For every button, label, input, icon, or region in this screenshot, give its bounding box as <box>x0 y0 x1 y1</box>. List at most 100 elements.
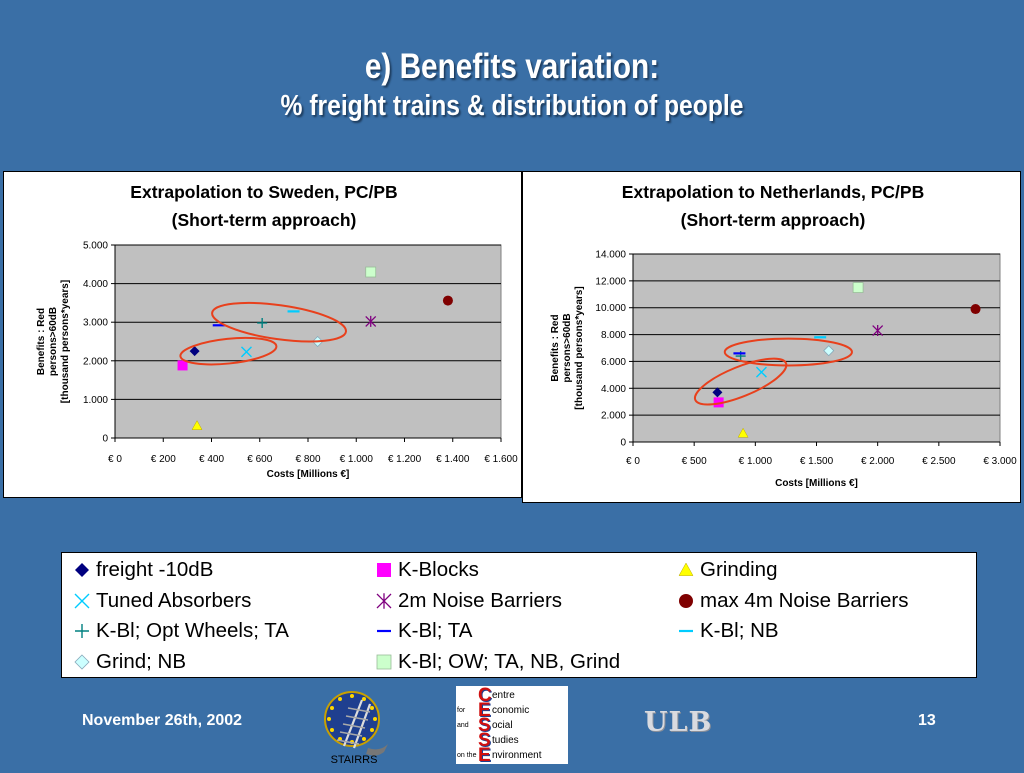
legend-item-grinding: Grinding <box>674 555 778 585</box>
x-tick-label: € 1.000 <box>739 456 773 467</box>
cesse-word: entre <box>492 690 515 701</box>
x-tick-label: € 1.000 <box>340 454 374 465</box>
y-tick-label: 4.000 <box>83 279 108 290</box>
data-point-2m-noise-barriers <box>365 315 377 327</box>
x-axis-label: Costs [Millions €] <box>775 478 858 489</box>
x-tick-label: € 1.400 <box>436 454 470 465</box>
slide-title-block: e) Benefits variation: % freight trains … <box>0 46 1024 124</box>
data-point-grinding <box>191 420 203 430</box>
cesse-word: conomic <box>492 705 530 716</box>
y-axis-label-line: [thousand persons*years] <box>60 280 71 403</box>
cesse-initial: C <box>478 685 492 706</box>
data-point-k-bl-ow-ta-nb-grind <box>365 266 377 278</box>
legend-label: K-Bl; NB <box>700 619 779 642</box>
legend-marker-asterisk-icon <box>376 592 392 609</box>
cesse-initial: S <box>478 730 491 751</box>
legend-label: K-Bl; OW; TA, NB, Grind <box>398 649 621 673</box>
x-tick-label: € 800 <box>295 454 320 465</box>
data-point-k-bl-ow-ta-nb-grind <box>852 282 864 293</box>
legend-item-k-bl-ow-ta-nb-grind: K-Bl; OW; TA, NB, Grind <box>372 647 620 677</box>
data-point-max-4m-noise-barriers <box>442 295 453 306</box>
legend-marker-diamond-icon <box>75 563 89 577</box>
x-tick-label: € 3.000 <box>983 456 1017 467</box>
x-tick-label: € 500 <box>682 456 707 467</box>
sweden-chart-svg: Extrapolation to Sweden, PC/PB (Short-ter… <box>36 182 518 480</box>
legend-item-max-4m-noise-barriers: max 4m Noise Barriers <box>674 586 908 616</box>
legend-item-tuned-absorbers: Tuned Absorbers <box>70 586 251 616</box>
legend-marker <box>679 593 693 608</box>
x-tick-label: € 0 <box>626 456 640 467</box>
data-point-max-4m-noise-barriers <box>970 304 981 315</box>
x-tick-label: € 200 <box>151 454 176 465</box>
y-tick-label: 1.000 <box>83 395 108 406</box>
netherlands-chart-svg: Extrapolation to Netherlands, PC/PB (Shor… <box>550 182 1017 489</box>
y-tick-label: 6.000 <box>601 357 626 368</box>
x-tick-label: € 0 <box>108 454 122 465</box>
footer-date: November 26th, 2002 <box>82 712 243 729</box>
legend-marker-diamond-icon <box>74 653 90 670</box>
slide-subtitle: % freight trains & distribution of peopl… <box>280 90 744 122</box>
data-point-tuned-absorbers <box>240 346 252 358</box>
legend-item-grind-nb: Grind; NB <box>70 647 186 677</box>
legend-marker-square-icon <box>376 654 392 669</box>
legend-item-freight-10db: freight -10dB <box>70 555 213 585</box>
legend-marker-square-icon <box>377 563 391 577</box>
y-tick-label: 3.000 <box>83 318 108 329</box>
y-axis-label-line: [thousand persons*years] <box>574 286 585 409</box>
y-tick-label: 5.000 <box>83 241 108 252</box>
legend-label: Grinding <box>700 558 778 581</box>
x-tick-label: € 2.000 <box>861 456 895 467</box>
legend-label: Tuned Absorbers <box>96 588 252 612</box>
data-point-k-blocks <box>713 397 724 408</box>
data-point-grinding <box>737 427 749 438</box>
legend-label: 2m Noise Barriers <box>398 588 563 612</box>
legend-item-k-bl-nb: K-Bl; NB <box>674 616 779 646</box>
data-point-freight-10db <box>712 387 723 398</box>
cesse-word: tudies <box>492 735 519 746</box>
legend-marker-circle-icon <box>679 593 693 608</box>
x-tick-label: € 1.600 <box>484 454 518 465</box>
y-tick-label: 0 <box>620 438 626 449</box>
chart-legend: freight -10dB K-Blocks Grinding Tuned Absor… <box>61 552 977 678</box>
stairrs-logo: STAIRRS <box>318 686 398 768</box>
chart-panel-sweden: Extrapolation to Sweden, PC/PB (Short-ter… <box>3 171 522 498</box>
plot-area <box>632 253 1001 443</box>
data-point-grind-nb <box>823 345 835 357</box>
legend-item-k-blocks: K-Blocks <box>372 555 479 585</box>
x-tick-label: € 1.500 <box>800 456 834 467</box>
x-tick-label: € 400 <box>199 454 224 465</box>
legend-item-2m-noise-barriers: 2m Noise Barriers <box>372 586 562 616</box>
chart-title-line: Extrapolation to Sweden, PC/PB <box>130 182 397 202</box>
legend-label: K-Bl; Opt Wheels; TA <box>96 619 289 642</box>
highlight-ellipse <box>211 301 347 343</box>
y-axis-label-line: Benefits : Red <box>550 314 561 381</box>
legend-marker <box>75 624 89 638</box>
legend-marker-dash-icon <box>377 629 391 633</box>
legend-marker <box>376 592 392 609</box>
y-tick-label: 4.000 <box>601 384 626 395</box>
y-axis-label-line: persons>60dB <box>48 307 59 376</box>
chart-title-line: (Short-term approach) <box>172 210 357 230</box>
legend-label: K-Bl; TA <box>398 619 473 642</box>
y-axis-label-line: Benefits : Red <box>36 308 47 375</box>
page-number: 13 <box>918 712 936 729</box>
cesse-prefix: for <box>457 707 466 714</box>
y-tick-label: 14.000 <box>595 250 626 261</box>
legend-marker <box>678 562 694 576</box>
data-point-k-blocks <box>177 360 188 371</box>
data-point-tuned-absorbers <box>755 366 767 378</box>
y-tick-label: 12.000 <box>595 276 626 287</box>
x-tick-label: € 2.500 <box>922 456 956 467</box>
cesse-word: nvironment <box>492 750 542 761</box>
legend-marker <box>75 563 89 577</box>
legend-marker-plus-icon <box>75 624 89 638</box>
chart-title-line: Extrapolation to Netherlands, PC/PB <box>622 182 924 202</box>
data-point-2m-noise-barriers <box>872 325 884 337</box>
chart-title-line: (Short-term approach) <box>681 210 866 230</box>
highlight-ellipse <box>723 337 853 367</box>
cesse-initial: E <box>478 745 491 766</box>
y-tick-label: 0 <box>102 434 108 445</box>
legend-marker-x-icon <box>74 593 90 608</box>
